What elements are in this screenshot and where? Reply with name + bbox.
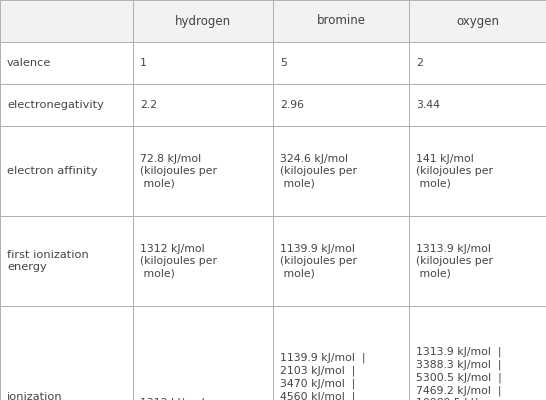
Bar xyxy=(133,84,273,126)
Text: bromine: bromine xyxy=(317,14,365,28)
Bar xyxy=(133,216,273,306)
Bar xyxy=(0,306,133,400)
Text: electronegativity: electronegativity xyxy=(7,100,104,110)
Text: valence: valence xyxy=(7,58,51,68)
Bar xyxy=(273,216,409,306)
Bar xyxy=(0,84,133,126)
Text: 2.96: 2.96 xyxy=(280,100,304,110)
Text: 324.6 kJ/mol
(kilojoules per
 mole): 324.6 kJ/mol (kilojoules per mole) xyxy=(280,154,357,188)
Text: 1: 1 xyxy=(140,58,147,68)
Text: 1139.9 kJ/mol  |
2103 kJ/mol  |
3470 kJ/mol  |
4560 kJ/mol  |
5760 kJ/mol  |
855: 1139.9 kJ/mol | 2103 kJ/mol | 3470 kJ/mo… xyxy=(280,353,365,400)
Text: 2.2: 2.2 xyxy=(140,100,157,110)
Text: 1313.9 kJ/mol  |
3388.3 kJ/mol  |
5300.5 kJ/mol  |
7469.2 kJ/mol  |
10989.5 kJ/
: 1313.9 kJ/mol | 3388.3 kJ/mol | 5300.5 k… xyxy=(416,347,502,400)
Bar xyxy=(409,0,546,42)
Bar xyxy=(273,84,409,126)
Text: 72.8 kJ/mol
(kilojoules per
 mole): 72.8 kJ/mol (kilojoules per mole) xyxy=(140,154,217,188)
Text: 1139.9 kJ/mol
(kilojoules per
 mole): 1139.9 kJ/mol (kilojoules per mole) xyxy=(280,244,357,278)
Bar xyxy=(0,0,133,42)
Text: first ionization
energy: first ionization energy xyxy=(7,250,89,272)
Bar xyxy=(409,216,546,306)
Bar xyxy=(409,84,546,126)
Bar xyxy=(133,306,273,400)
Bar xyxy=(0,216,133,306)
Text: 1313.9 kJ/mol
(kilojoules per
 mole): 1313.9 kJ/mol (kilojoules per mole) xyxy=(416,244,493,278)
Bar xyxy=(273,0,409,42)
Bar xyxy=(133,42,273,84)
Bar xyxy=(0,42,133,84)
Text: 1312 kJ/mol: 1312 kJ/mol xyxy=(140,398,205,400)
Text: 141 kJ/mol
(kilojoules per
 mole): 141 kJ/mol (kilojoules per mole) xyxy=(416,154,493,188)
Text: 5: 5 xyxy=(280,58,287,68)
Text: 2: 2 xyxy=(416,58,423,68)
Text: ionization
energies: ionization energies xyxy=(7,392,63,400)
Bar xyxy=(273,42,409,84)
Bar xyxy=(0,126,133,216)
Bar xyxy=(409,126,546,216)
Bar xyxy=(409,42,546,84)
Bar xyxy=(273,306,409,400)
Bar xyxy=(273,126,409,216)
Bar xyxy=(133,126,273,216)
Text: 1312 kJ/mol
(kilojoules per
 mole): 1312 kJ/mol (kilojoules per mole) xyxy=(140,244,217,278)
Text: oxygen: oxygen xyxy=(456,14,499,28)
Bar xyxy=(133,0,273,42)
Text: electron affinity: electron affinity xyxy=(7,166,98,176)
Bar xyxy=(409,306,546,400)
Text: 3.44: 3.44 xyxy=(416,100,440,110)
Text: hydrogen: hydrogen xyxy=(175,14,231,28)
